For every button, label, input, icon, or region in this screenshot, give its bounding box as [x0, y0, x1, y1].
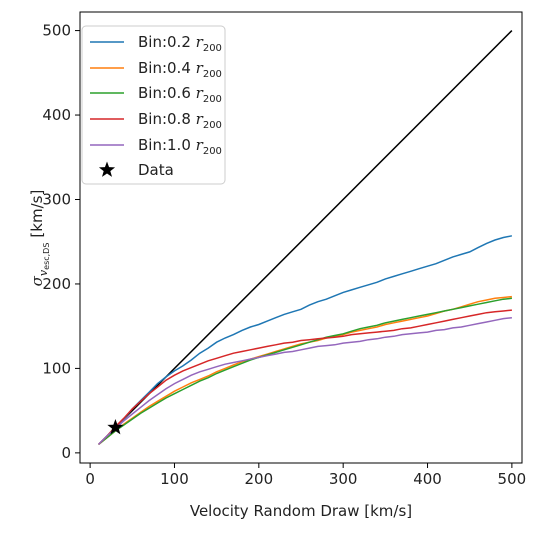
legend-entry: Bin:1.0 r200	[138, 136, 222, 157]
x-axis: 0 100 200 300 400 500	[85, 463, 526, 488]
y-axis-symbol: σ	[28, 275, 46, 286]
y-tick-label: 200	[42, 275, 71, 293]
x-tick-label: 500	[498, 470, 527, 488]
y-tick-label: 100	[42, 359, 71, 377]
series-line	[98, 316, 512, 445]
series-line	[98, 309, 512, 445]
series-layer	[98, 30, 513, 445]
legend-entry: Bin:0.8 r200	[138, 110, 222, 131]
x-axis-label: Velocity Random Draw [km/s]	[190, 502, 412, 520]
y-tick-label: 0	[61, 444, 71, 462]
y-tick-label: 400	[42, 106, 71, 124]
x-tick-label: 0	[85, 470, 95, 488]
y-axis-subsubscript: esc,DS	[42, 243, 51, 270]
legend-entry: Bin:0.2 r200	[138, 33, 222, 54]
y-axis-subscript: v	[37, 269, 50, 276]
y-axis: 0 100 200 300 400 500	[42, 22, 80, 462]
x-tick-label: 400	[413, 470, 442, 488]
y-tick-label: 300	[42, 190, 71, 208]
x-tick-label: 200	[245, 470, 274, 488]
data-point-star	[107, 419, 124, 435]
series-line	[98, 235, 513, 445]
y-axis-unit: [km/s]	[28, 190, 46, 238]
legend: Bin:0.2 r200 Bin:0.4 r200 Bin:0.6 r200 Bin:…	[81, 25, 226, 185]
series-line	[98, 297, 512, 445]
x-tick-label: 100	[160, 470, 189, 488]
x-tick-label: 300	[329, 470, 358, 488]
legend-entry: Bin:0.6 r200	[138, 84, 222, 105]
y-tick-label: 500	[42, 22, 71, 40]
legend-entry: Data	[138, 161, 174, 179]
legend-star-icon	[98, 161, 116, 177]
y-axis-label: σvesc,DS [km/s]	[28, 190, 51, 287]
legend-entry: Bin:0.4 r200	[138, 59, 222, 80]
